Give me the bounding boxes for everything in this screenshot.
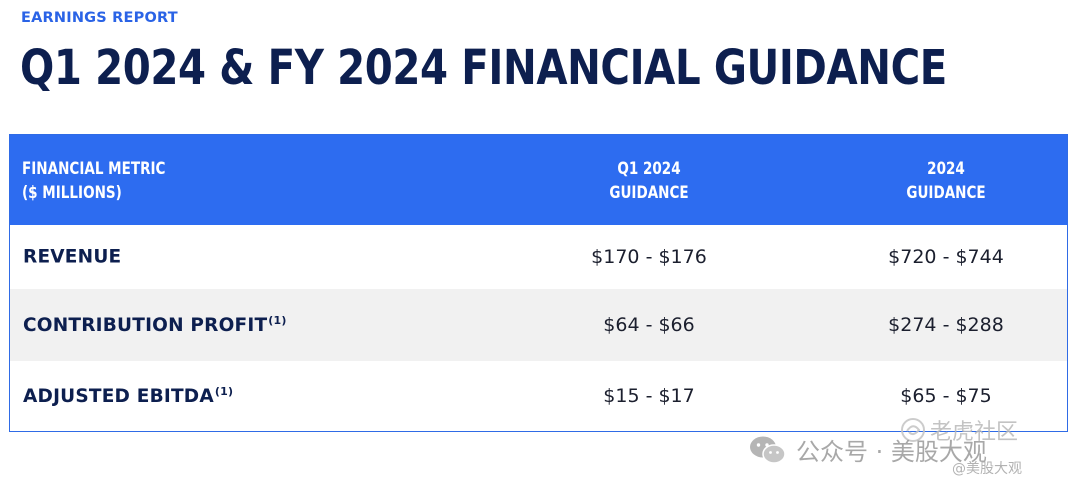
header-fy-line-1: 2024 (927, 159, 965, 178)
row-q1-value: $64 - $66 (603, 314, 695, 336)
header-financial-metric: FINANCIAL METRIC ($ MILLIONS) (22, 157, 165, 205)
header-metric-line-2: ($ MILLIONS) (22, 183, 122, 202)
handle-watermark: @美股大观 (952, 461, 1022, 477)
community-watermark-text: 老虎社区 (930, 420, 1019, 445)
row-q1-value: $170 - $176 (591, 246, 707, 268)
header-metric-line-1: FINANCIAL METRIC (22, 159, 166, 178)
footnote-marker: (1) (268, 314, 287, 327)
row-fy-value: $720 - $744 (888, 246, 1004, 268)
tiger-swirl-icon (900, 417, 926, 449)
row-q1-value: $15 - $17 (603, 385, 695, 407)
guidance-table: FINANCIAL METRIC ($ MILLIONS) Q1 2024 GU… (9, 134, 1068, 432)
wechat-watermark-text: 公众号 · 美股大观 (796, 438, 987, 466)
row-fy-value: $274 - $288 (888, 314, 1004, 336)
row-label-text: REVENUE (23, 246, 122, 268)
row-label: REVENUE (23, 247, 121, 268)
community-watermark: 老虎社区 (900, 414, 1018, 449)
page-title: Q1 2024 & FY 2024 FINANCIAL GUIDANCE (20, 40, 947, 96)
table-row-contribution-profit: CONTRIBUTION PROFIT(1) $64 - $66 $274 - … (10, 289, 1067, 361)
table-row-adjusted-ebitda: ADJUSTED EBITDA(1) $15 - $17 $65 - $75 (10, 361, 1067, 431)
eyebrow-label: EARNINGS REPORT (21, 10, 178, 26)
row-label: CONTRIBUTION PROFIT(1) (23, 314, 287, 336)
table-header: FINANCIAL METRIC ($ MILLIONS) Q1 2024 GU… (10, 135, 1067, 225)
wechat-icon (748, 434, 788, 472)
header-q1-line-1: Q1 2024 (617, 159, 681, 178)
row-label: ADJUSTED EBITDA(1) (23, 385, 233, 407)
wechat-watermark: 公众号 · 美股大观 (748, 432, 987, 472)
header-q1-guidance: Q1 2024 GUIDANCE (551, 157, 748, 205)
header-fy-line-2: GUIDANCE (906, 183, 986, 202)
row-fy-value: $65 - $75 (900, 385, 992, 407)
footnote-marker: (1) (214, 385, 234, 398)
row-label-text: CONTRIBUTION PROFIT (23, 315, 268, 336)
table-row-revenue: REVENUE $170 - $176 $720 - $744 (10, 225, 1067, 289)
header-q1-line-2: GUIDANCE (609, 183, 689, 202)
row-label-text: ADJUSTED EBITDA (23, 386, 214, 407)
header-fy-guidance: 2024 GUIDANCE (848, 157, 1045, 205)
